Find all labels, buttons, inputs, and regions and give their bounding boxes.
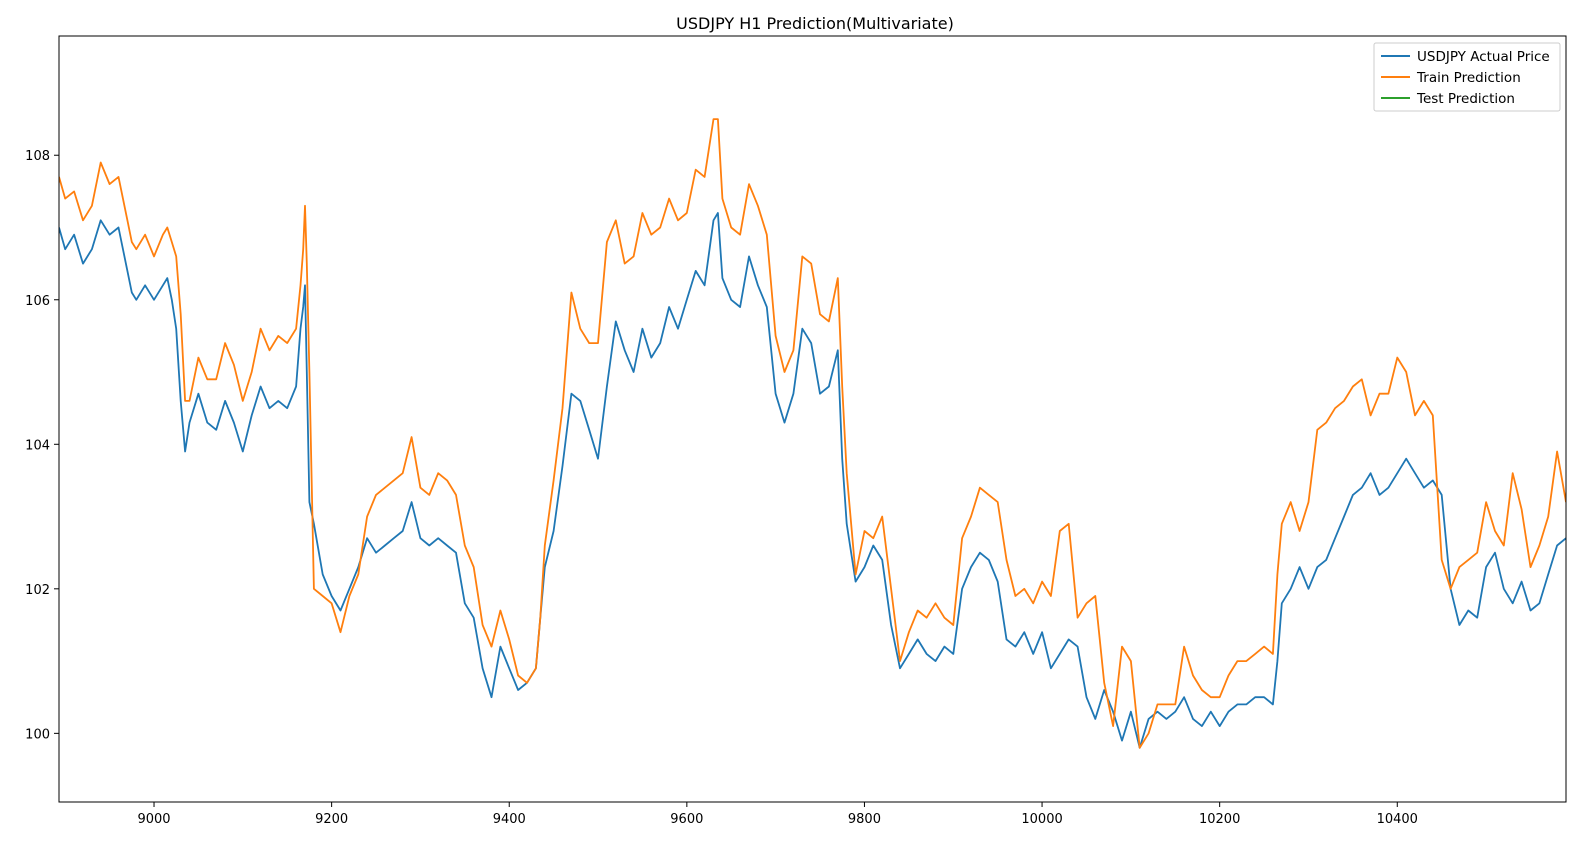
y-tick-label: 102 xyxy=(25,583,50,598)
y-tick-label: 108 xyxy=(25,149,50,164)
x-tick-label: 9000 xyxy=(137,812,170,827)
legend-label-train: Train Prediction xyxy=(1416,70,1521,86)
chart-title: USDJPY H1 Prediction(Multivariate) xyxy=(676,14,954,33)
legend: USDJPY Actual Price Train Prediction Tes… xyxy=(1374,43,1560,111)
x-tick-label: 9200 xyxy=(315,812,348,827)
x-tick-label: 10400 xyxy=(1377,812,1418,827)
y-tick-label: 104 xyxy=(25,438,50,453)
legend-label-test: Test Prediction xyxy=(1416,91,1515,107)
x-tick-label: 9600 xyxy=(670,812,703,827)
x-tick-label: 10000 xyxy=(1021,812,1062,827)
legend-label-actual: USDJPY Actual Price xyxy=(1417,49,1550,65)
x-tick-label: 10200 xyxy=(1199,812,1240,827)
x-tick-label: 9400 xyxy=(493,812,526,827)
y-tick-label: 100 xyxy=(25,727,50,742)
x-tick-label: 9800 xyxy=(848,812,881,827)
y-tick-label: 106 xyxy=(25,294,50,309)
